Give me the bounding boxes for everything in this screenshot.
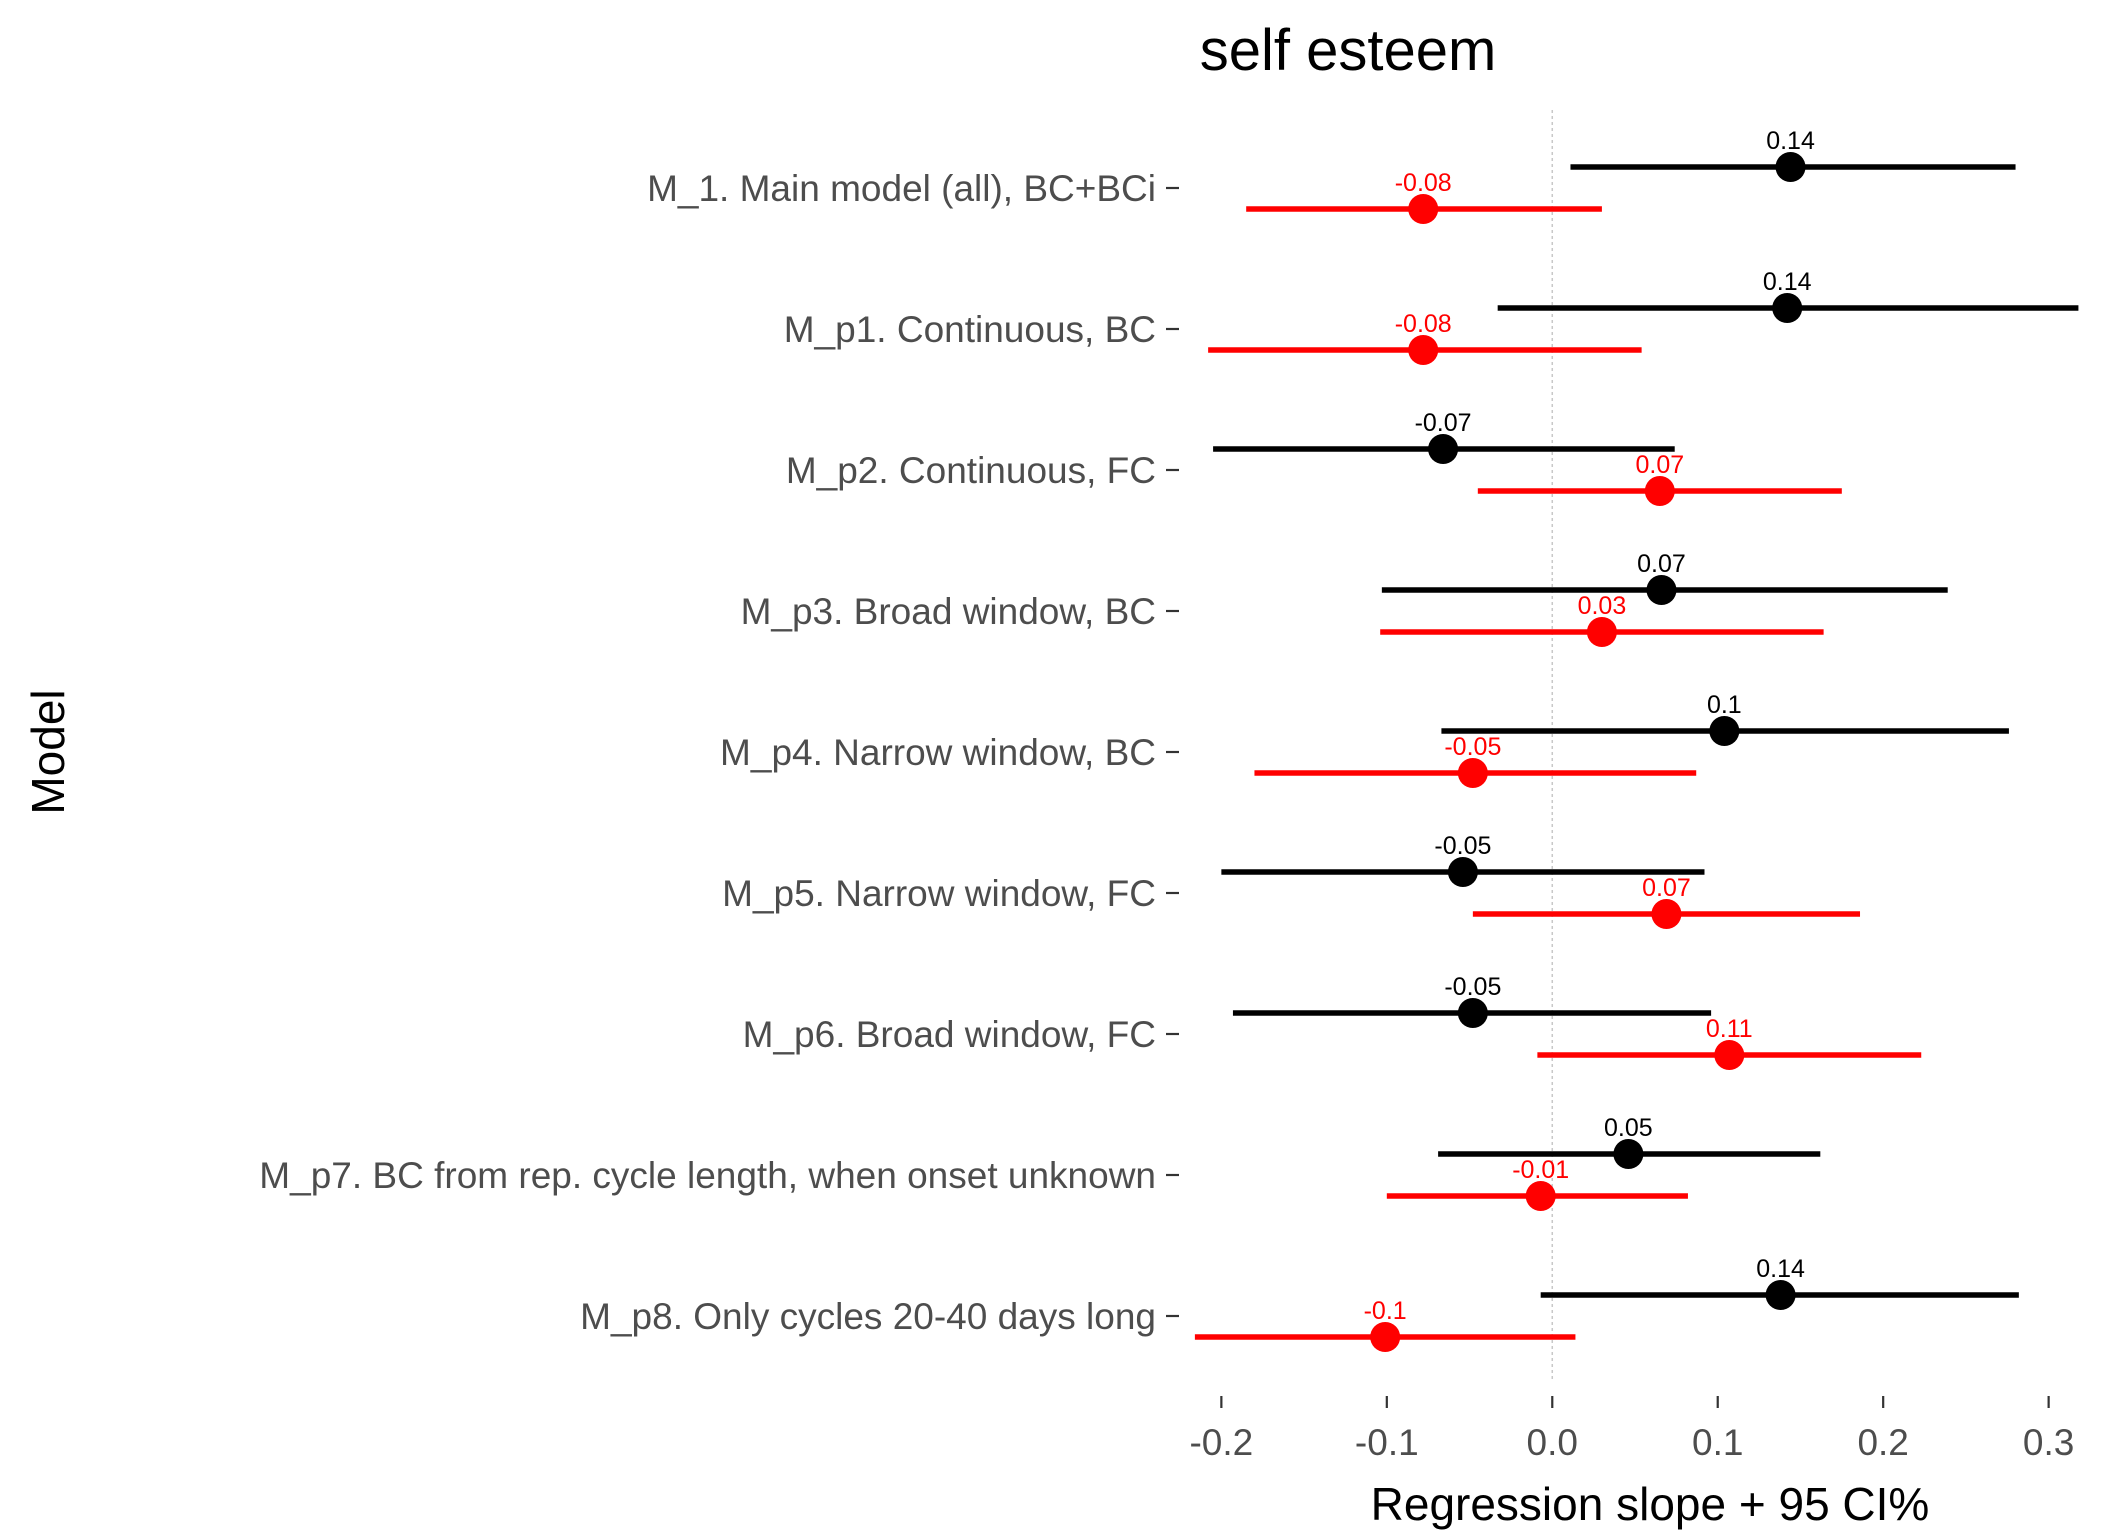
x-axis: -0.2 -0.1 0.0 0.1 0.2 0.3 xyxy=(1189,1396,2074,1463)
series-2: -0.08 -0.08 0.07 0.03 -0.05 0.07 0.11 -0.01 -0.1 xyxy=(1194,169,1922,1352)
data-label: 0.03 xyxy=(1578,592,1627,620)
estimate-point xyxy=(1772,293,1803,323)
data-label: 0.14 xyxy=(1756,1255,1805,1283)
series-1: 0.14 0.14 -0.07 0.07 0.1 -0.05 -0.05 0.05 0.14 xyxy=(1213,127,2079,1310)
y-tick-label: M_p8. Only cycles 20-40 days long xyxy=(580,1296,1156,1337)
data-label: -0.08 xyxy=(1395,310,1452,338)
plot-area: 0.140.14-0.070.070.1-0.05-0.050.050.14-0… xyxy=(1194,127,2079,1352)
y-tick-label: M_p7. BC from rep. cycle length, when on… xyxy=(259,1155,1156,1196)
data-label: -0.05 xyxy=(1444,973,1501,1001)
estimate-point xyxy=(1457,998,1488,1028)
data-label: 0.14 xyxy=(1766,127,1815,155)
data-label: 0.07 xyxy=(1637,550,1686,578)
estimate-point xyxy=(1709,716,1740,746)
estimate-point xyxy=(1586,617,1617,647)
estimate-point xyxy=(1765,1280,1796,1310)
x-axis-title: Regression slope + 95 CI% xyxy=(1371,1478,1930,1530)
data-label: 0.11 xyxy=(1706,1015,1753,1043)
estimate-point xyxy=(1775,152,1806,182)
y-tick-label: M_p2. Continuous, FC xyxy=(786,450,1156,491)
x-tick-label: -0.1 xyxy=(1355,1422,1419,1463)
estimate-point xyxy=(1651,899,1682,929)
x-tick-label: -0.2 xyxy=(1189,1422,1253,1463)
estimate-point xyxy=(1714,1040,1745,1070)
estimate-point xyxy=(1525,1181,1556,1211)
data-label: -0.01 xyxy=(1512,1156,1569,1184)
x-tick-label: 0.0 xyxy=(1527,1422,1578,1463)
x-tick-label: 0.1 xyxy=(1692,1422,1743,1463)
estimate-point xyxy=(1408,194,1439,224)
y-tick-label: M_p1. Continuous, BC xyxy=(784,309,1156,350)
estimate-point xyxy=(1428,434,1459,464)
chart-title: self esteem xyxy=(1200,18,1497,83)
data-label: -0.05 xyxy=(1444,733,1501,761)
data-label: -0.07 xyxy=(1415,409,1472,437)
y-tick-label: M_p3. Broad window, BC xyxy=(741,591,1156,632)
y-tick-label: M_1. Main model (all), BC+BCi xyxy=(647,168,1156,209)
estimate-point xyxy=(1408,335,1439,365)
data-label: -0.1 xyxy=(1364,1297,1407,1325)
y-axis-title: Model xyxy=(22,689,74,814)
data-label: 0.14 xyxy=(1763,268,1812,296)
estimate-point xyxy=(1370,1322,1401,1352)
data-label: 0.05 xyxy=(1604,1114,1653,1142)
estimate-point xyxy=(1644,476,1675,506)
data-label: -0.08 xyxy=(1395,169,1452,197)
data-label: 0.07 xyxy=(1635,451,1684,479)
estimate-point xyxy=(1646,575,1677,605)
y-tick-label: M_p5. Narrow window, FC xyxy=(722,873,1156,914)
estimate-point xyxy=(1613,1139,1644,1169)
data-label: 0.1 xyxy=(1707,691,1742,719)
x-tick-label: 0.3 xyxy=(2023,1422,2074,1463)
estimate-point xyxy=(1447,857,1478,887)
x-tick-label: 0.2 xyxy=(1857,1422,1908,1463)
data-label: -0.05 xyxy=(1434,832,1491,860)
y-tick-label: M_p4. Narrow window, BC xyxy=(720,732,1156,773)
data-label: 0.07 xyxy=(1642,874,1691,902)
y-tick-label: M_p6. Broad window, FC xyxy=(743,1014,1156,1055)
y-axis: M_1. Main model (all), BC+BCi M_p1. Conti… xyxy=(259,168,1179,1337)
estimate-point xyxy=(1457,758,1488,788)
